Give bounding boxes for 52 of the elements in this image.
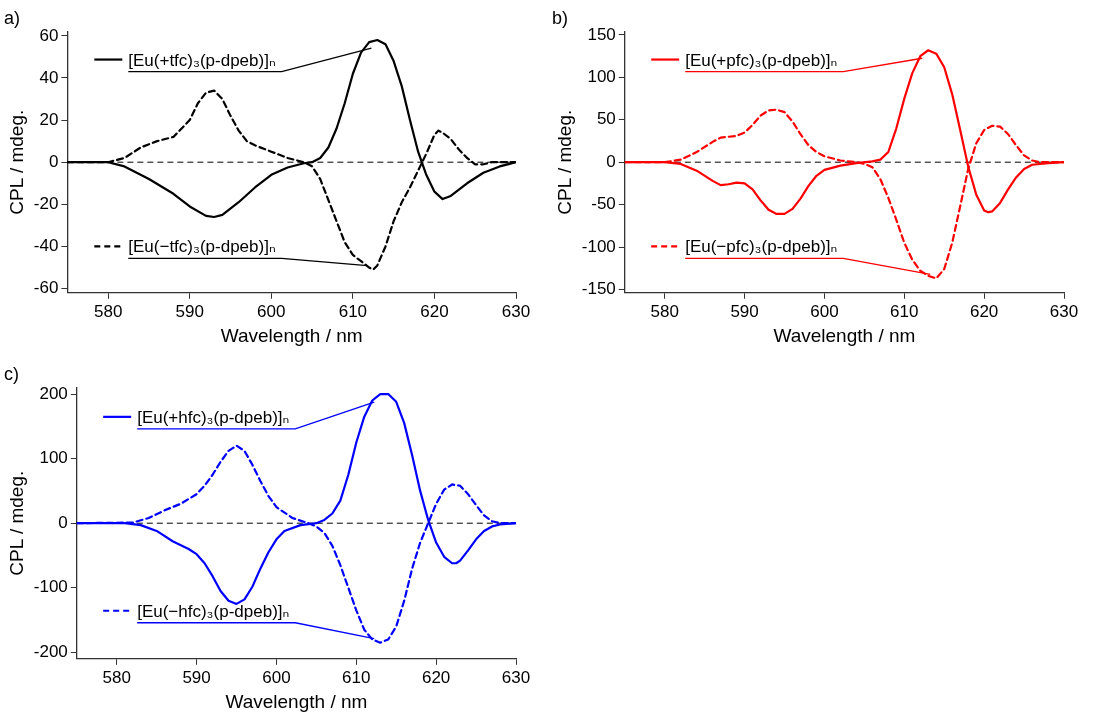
y-tick-label: -100	[33, 577, 68, 597]
x-tick-label: 630	[501, 301, 531, 321]
y-axis-title: CPL / mdeg.	[5, 109, 27, 215]
y-tick-label: 0	[606, 151, 616, 171]
y-tick-label: -100	[581, 236, 616, 256]
x-tick-label: 580	[93, 301, 123, 321]
chart-title: a)	[4, 7, 21, 28]
y-tick-label: -60	[33, 278, 59, 298]
y-tick-label: -200	[33, 642, 68, 662]
x-tick-label: 610	[890, 301, 919, 321]
x-tick-label: 590	[182, 667, 211, 687]
x-tick-label: 630	[1049, 301, 1079, 321]
legend-label: [Eu(−hfc)₃(p-dpeb)]ₙ	[137, 601, 290, 621]
y-axis-title: CPL / mdeg.	[5, 470, 27, 576]
x-tick-label: 600	[257, 301, 286, 321]
y-tick-label: 200	[39, 383, 68, 403]
legend-label: [Eu(+pfc)₃(p-dpeb)]ₙ	[685, 50, 838, 70]
y-axis-title: CPL / mdeg.	[553, 109, 575, 215]
x-tick-label: 620	[420, 301, 449, 321]
x-axis-title: Wavelength / nm	[220, 324, 363, 346]
legend-label: [Eu(−pfc)₃(p-dpeb)]ₙ	[685, 237, 838, 257]
chart-title: b)	[552, 7, 569, 28]
x-axis-title: Wavelength / nm	[773, 324, 916, 346]
y-tick-label: -40	[33, 236, 59, 256]
x-tick-label: 600	[810, 301, 839, 321]
x-tick-label: 590	[175, 301, 204, 321]
legend-label: [Eu(−tfc)₃(p-dpeb)]ₙ	[128, 237, 276, 257]
y-tick-label: -20	[33, 194, 59, 214]
y-tick-label: -50	[591, 194, 616, 214]
chart-title: c)	[4, 363, 19, 384]
y-tick-label: 0	[48, 151, 59, 171]
y-tick-label: 60	[39, 25, 59, 45]
y-tick-label: 100	[587, 67, 616, 87]
x-axis-title: Wavelength / nm	[225, 690, 368, 712]
x-tick-label: 580	[650, 301, 679, 321]
y-tick-label: 40	[39, 67, 59, 87]
y-tick-label: 0	[58, 512, 68, 532]
legend-label: [Eu(+hfc)₃(p-dpeb)]ₙ	[137, 407, 290, 427]
y-tick-label: 100	[39, 448, 68, 468]
x-tick-label: 590	[730, 301, 759, 321]
x-tick-label: 580	[102, 667, 131, 687]
x-tick-label: 610	[338, 301, 368, 321]
x-tick-label: 620	[969, 301, 999, 321]
x-tick-label: 630	[501, 667, 531, 687]
legend-label: [Eu(+tfc)₃(p-dpeb)]ₙ	[128, 50, 276, 70]
y-tick-label: 20	[39, 109, 59, 129]
x-tick-label: 610	[342, 667, 371, 687]
y-tick-label: 50	[596, 109, 616, 129]
y-tick-label: -150	[581, 279, 616, 299]
y-tick-label: 150	[587, 24, 616, 44]
x-tick-label: 600	[262, 667, 291, 687]
x-tick-label: 620	[421, 667, 451, 687]
